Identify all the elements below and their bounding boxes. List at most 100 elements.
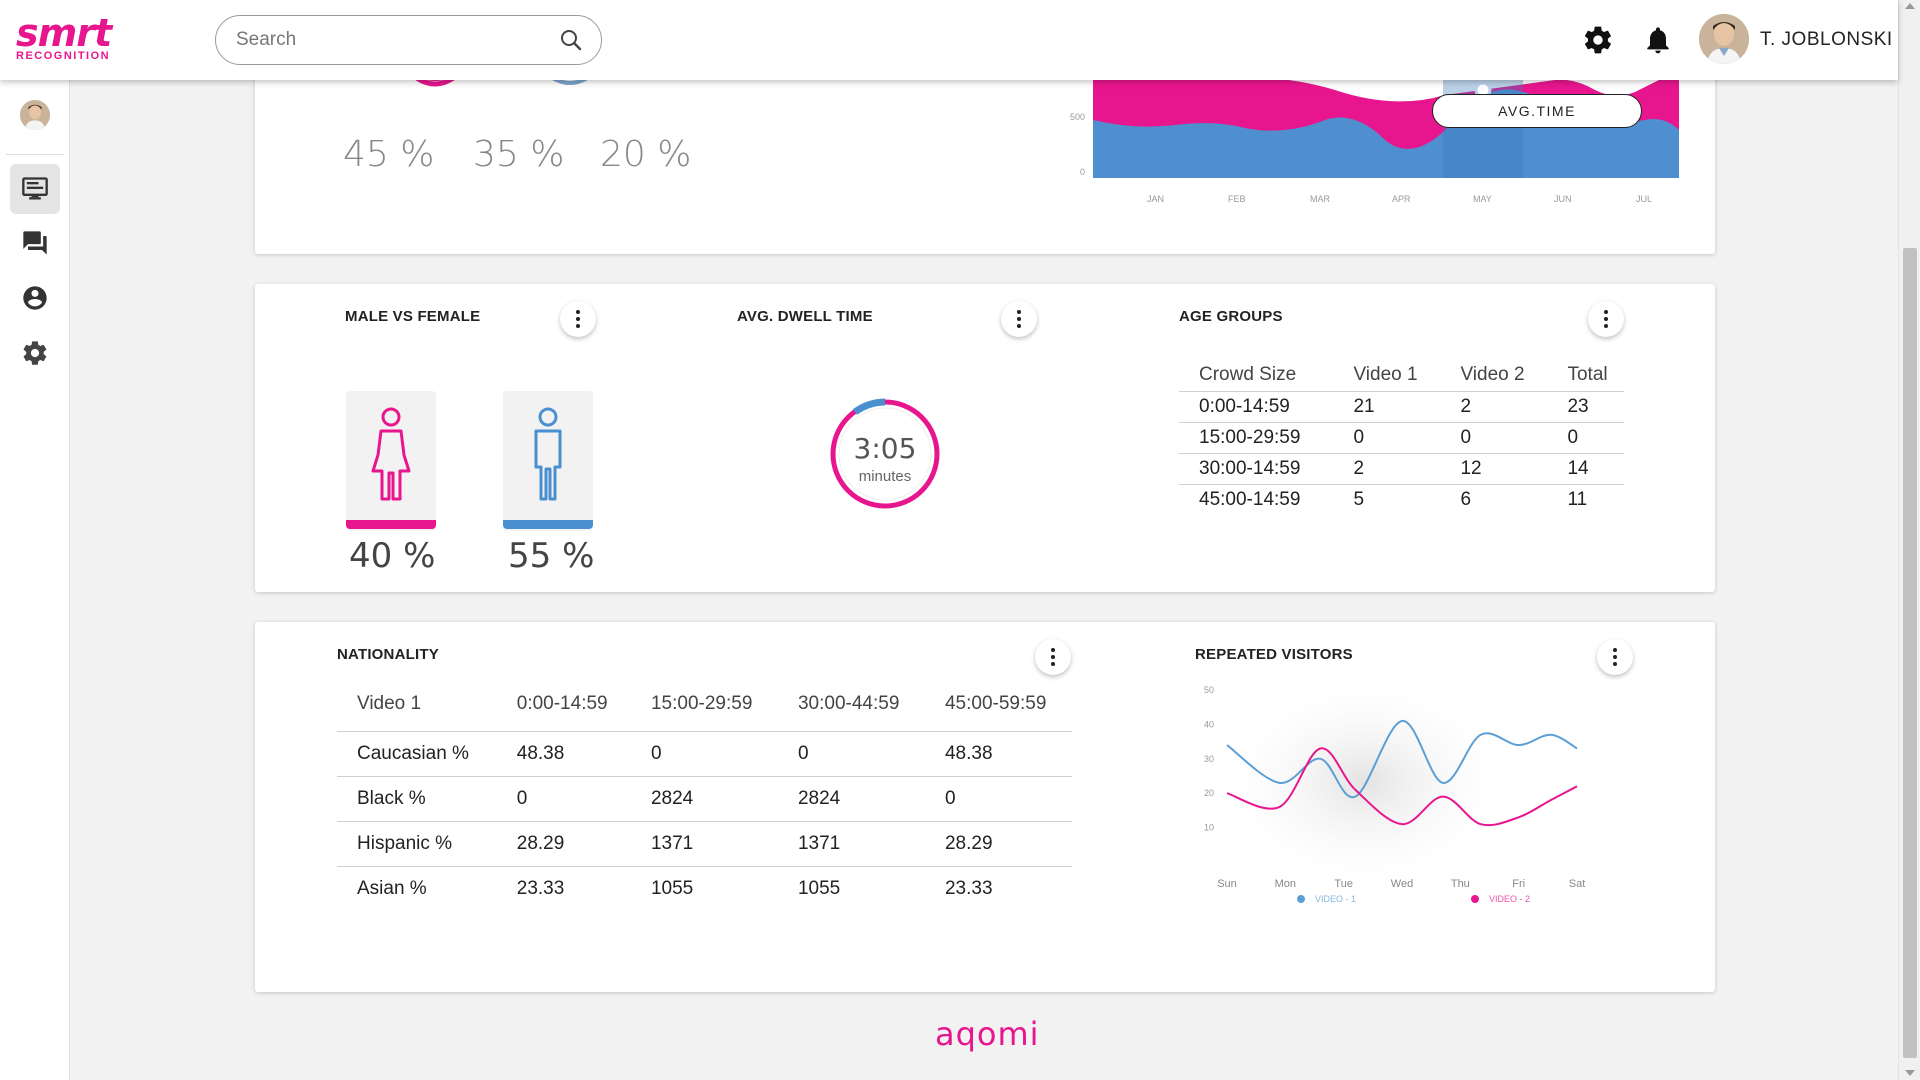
column-header: Video 1	[1333, 360, 1441, 392]
table-row: Caucasian % 48.38 0 0 48.38	[337, 730, 1072, 776]
table-row: 45:00-14:59 5 6 11	[1179, 483, 1624, 515]
repeated-visitors-menu-button[interactable]	[1597, 639, 1633, 675]
cell: 2824	[777, 775, 925, 821]
column-header: 45:00-59:59	[944, 693, 1047, 715]
legend-marker-1	[1297, 895, 1305, 903]
search-box[interactable]	[215, 15, 602, 65]
age-groups-menu-button[interactable]	[1588, 301, 1624, 337]
male-tile	[503, 391, 593, 531]
legend-label-2: VIDEO - 2	[1489, 894, 1530, 904]
x-tick-label: Sat	[1569, 878, 1586, 890]
user-name[interactable]: T. JOBLONSKI	[1760, 29, 1893, 50]
cell: 2	[1460, 395, 1472, 417]
column-header: Crowd Size	[1179, 360, 1334, 392]
sidebar-item-settings[interactable]	[10, 328, 60, 378]
dwell-time-value: 3:05	[853, 432, 917, 465]
dwell-time-gauge	[830, 398, 940, 509]
column-header: Video 2	[1440, 360, 1548, 392]
male-icon	[534, 407, 562, 501]
search-icon[interactable]	[559, 28, 583, 52]
percent-2: 35 %	[473, 134, 565, 175]
page-scrollbar[interactable]	[1898, 0, 1920, 1080]
monitor-icon	[22, 177, 48, 200]
female-icon	[371, 407, 411, 501]
x-tick-mar: MAR	[1310, 194, 1331, 204]
cell: 0	[1333, 421, 1441, 453]
cell: 48.38	[496, 730, 631, 776]
chat-icon	[23, 231, 47, 255]
x-tick-label: Tue	[1334, 878, 1353, 890]
female-tile	[346, 391, 436, 531]
cell: 21	[1353, 395, 1375, 417]
x-tick-label: Sun	[1217, 878, 1237, 890]
nationality-menu-button[interactable]	[1035, 639, 1071, 675]
cell: 2	[1333, 452, 1441, 484]
cell: 0	[630, 730, 778, 776]
cell: 12	[1440, 452, 1548, 484]
sidebar-divider	[6, 154, 64, 155]
repeated-visitors-chart: 50 40 30 20 10 Sun Mon Tue Wed Thu Fri Sat VIDEO -…	[1204, 672, 1586, 904]
cell: Black %	[337, 775, 497, 821]
cell: 0	[1440, 421, 1548, 453]
user-avatar[interactable]	[1699, 14, 1749, 64]
cell: 0:00-14:59	[1199, 395, 1290, 417]
cell: 6	[1440, 483, 1548, 515]
logo-word: smrt	[16, 11, 112, 55]
account-icon	[23, 286, 47, 310]
percent-1: 45 %	[343, 134, 435, 175]
age-groups-table: Crowd Size Video 1 Video 2 Total 0:00-14…	[1179, 360, 1624, 515]
x-tick-feb: FEB	[1228, 194, 1246, 204]
nationality-visitors-card: NATIONALITY Video 1 0:00-14:59 15:00-29:…	[255, 622, 1715, 992]
scroll-thumb[interactable]	[1903, 248, 1917, 1058]
percent-3: 20 %	[600, 134, 692, 175]
smrt-recognition-logo[interactable]: smrt RECOGNITION	[16, 11, 116, 62]
cell: 5	[1333, 483, 1441, 515]
x-tick-jan: JAN	[1147, 194, 1164, 204]
female-bar	[346, 520, 436, 529]
sidebar-item-dashboard[interactable]	[10, 164, 60, 214]
avatar-portrait-icon	[20, 100, 50, 130]
x-tick-label: Fri	[1512, 878, 1525, 890]
y-tick-0: 0	[1080, 167, 1085, 177]
male-percent: 55 %	[508, 536, 595, 576]
x-tick-apr: APR	[1392, 194, 1411, 204]
repeated-visitors-title: REPEATED VISITORS	[1195, 646, 1353, 663]
gear-icon[interactable]	[1582, 24, 1614, 56]
cell: 1371	[777, 820, 925, 866]
dwell-time-title: AVG. DWELL TIME	[737, 308, 873, 325]
chart-glow-background	[1215, 672, 1515, 892]
scroll-down-arrow-icon[interactable]	[1905, 1070, 1915, 1076]
table-row: 0:00-14:59 21 2 23	[1179, 391, 1624, 422]
sidebar-avatar[interactable]	[20, 100, 50, 130]
series-line-1	[1226, 719, 1578, 799]
avg-time-button[interactable]: AVG.TIME	[1432, 94, 1642, 128]
cell: 23.33	[924, 865, 1072, 911]
y-tick-label: 50	[1204, 685, 1214, 695]
legend-label-1: VIDEO - 1	[1315, 894, 1356, 904]
cell: 11	[1547, 483, 1624, 515]
avatar-portrait-icon	[1699, 14, 1749, 64]
cell: 0	[777, 730, 925, 776]
x-tick-may: MAY	[1473, 194, 1492, 204]
cell: 23	[1567, 395, 1589, 417]
cell: 0	[1547, 421, 1624, 453]
dwell-time-menu-button[interactable]	[1001, 301, 1037, 337]
table-row: Hispanic % 28.29 1371 1371 28.29	[337, 820, 1072, 866]
y-tick-label: 40	[1204, 719, 1214, 729]
sidebar-item-account[interactable]	[10, 273, 60, 323]
y-tick-label: 30	[1204, 754, 1214, 764]
column-header: Video 1	[357, 693, 422, 715]
cell: Asian %	[337, 865, 497, 911]
male-female-menu-button[interactable]	[560, 301, 596, 337]
bell-icon[interactable]	[1642, 24, 1674, 56]
top-header: smrt RECOGNITION T. JOBLONSKI	[0, 0, 1898, 80]
search-input[interactable]	[236, 29, 559, 51]
sidebar-item-messages[interactable]	[10, 218, 60, 268]
cell: 1371	[630, 820, 778, 866]
scroll-up-arrow-icon[interactable]	[1905, 3, 1915, 9]
male-bar	[503, 520, 593, 529]
legend-marker-2	[1471, 895, 1479, 903]
y-tick-label: 20	[1204, 788, 1214, 798]
table-header-row: Video 1 0:00-14:59 15:00-29:59 30:00-44:…	[337, 678, 1072, 731]
cell: Hispanic %	[337, 820, 497, 866]
